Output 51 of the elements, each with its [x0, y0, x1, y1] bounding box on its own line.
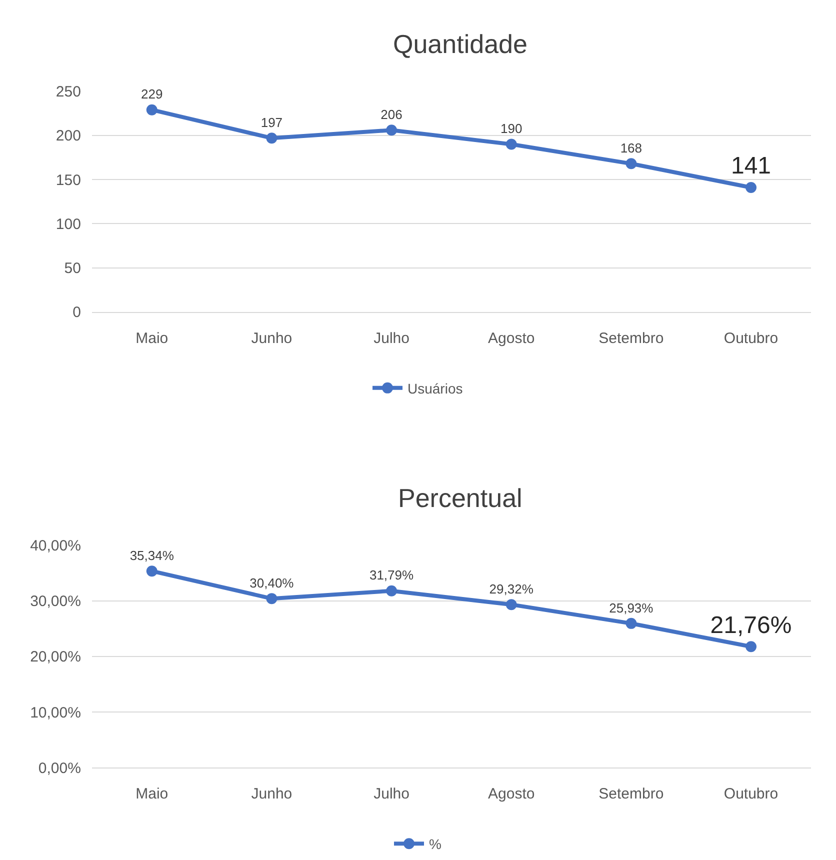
x-tick-label: Maio — [136, 330, 168, 347]
chart-title: Quantidade — [393, 29, 528, 59]
point — [266, 593, 278, 604]
legend-label: % — [429, 836, 442, 852]
data-label: 229 — [141, 86, 163, 102]
x-tick-label: Junho — [251, 330, 292, 347]
data-label: 25,93% — [609, 600, 654, 616]
y-tick-label: 0 — [72, 304, 81, 322]
x-tick-label: Setembro — [598, 786, 664, 803]
y-tick-label: 150 — [56, 172, 81, 189]
y-tick-label: 10,00% — [30, 704, 81, 722]
y-tick-label: 100 — [56, 216, 81, 233]
y-tick-label: 250 — [56, 84, 81, 101]
point — [626, 158, 637, 170]
x-tick-label: Agosto — [488, 786, 535, 803]
legend-label: Usuários — [408, 380, 463, 396]
data-label: 30,40% — [250, 575, 294, 590]
chart-title: Percentual — [398, 483, 522, 513]
data-label: 31,79% — [369, 568, 414, 583]
point — [266, 132, 278, 144]
y-tick-label: 50 — [64, 260, 81, 278]
y-tick-label: 200 — [56, 128, 81, 145]
x-tick-label: Setembro — [598, 330, 664, 347]
point — [626, 618, 637, 629]
y-tick-label: 30,00% — [30, 593, 81, 610]
y-tick-label: 0,00% — [38, 760, 81, 777]
point — [146, 566, 158, 577]
x-tick-label: Julho — [374, 330, 410, 347]
point — [386, 124, 398, 136]
data-label: 21,76% — [710, 612, 792, 639]
x-tick-label: Junho — [251, 786, 292, 803]
data-label: 141 — [730, 152, 772, 180]
y-tick-label: 40,00% — [30, 537, 81, 554]
x-tick-label: Julho — [374, 786, 410, 803]
point — [146, 104, 158, 116]
y-tick-label: 20,00% — [30, 648, 81, 666]
data-label: 206 — [380, 107, 402, 122]
data-label: 29,32% — [489, 581, 534, 596]
point — [386, 585, 398, 596]
data-label: 35,34% — [130, 548, 174, 563]
x-tick-label: Agosto — [488, 330, 535, 347]
data-label: 197 — [260, 114, 283, 130]
point — [746, 182, 757, 193]
point — [506, 138, 517, 150]
x-tick-label: Maio — [136, 786, 168, 803]
x-tick-label: Outubro — [724, 786, 778, 803]
data-label: 168 — [620, 140, 642, 156]
data-label: 190 — [500, 121, 522, 136]
x-tick-label: Outubro — [724, 330, 778, 347]
point — [506, 599, 517, 610]
point — [746, 641, 757, 652]
